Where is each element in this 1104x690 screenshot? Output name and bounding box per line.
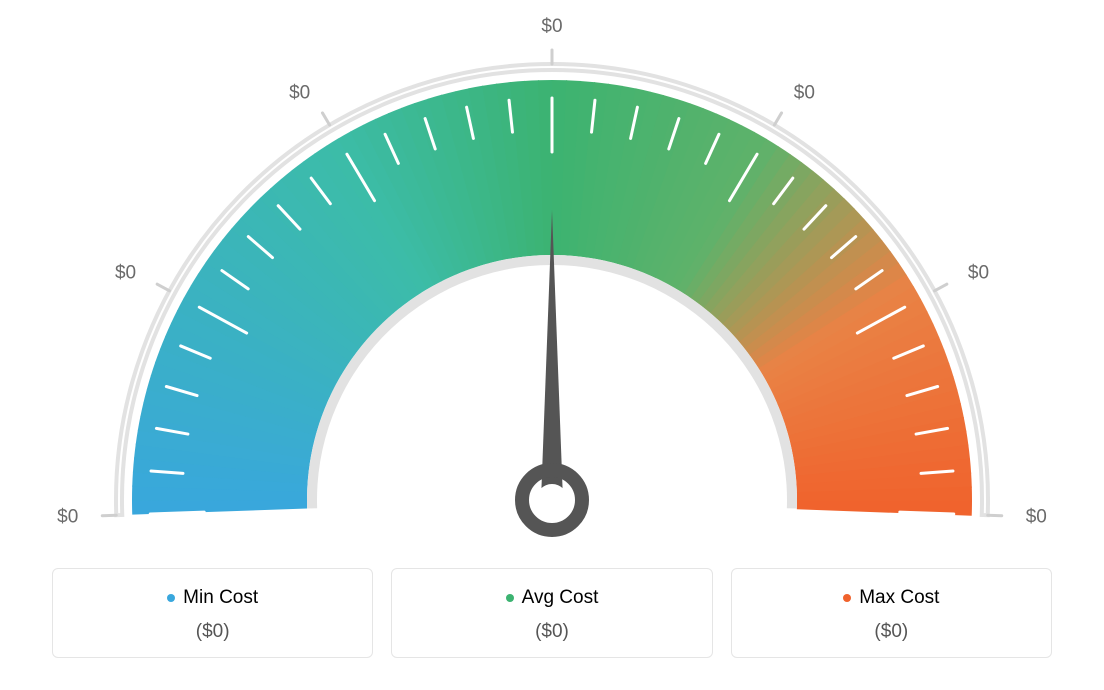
chart-container: $0 $0 $0 $0 $0 $0 $0 Min Cost ($0) Avg Cost ($… [0, 0, 1104, 690]
legend-label-max: Max Cost [859, 587, 939, 609]
legend-title-min: Min Cost [167, 587, 258, 609]
svg-text:$0: $0 [1026, 507, 1047, 528]
svg-text:$0: $0 [57, 507, 78, 528]
svg-text:$0: $0 [794, 82, 815, 103]
svg-text:$0: $0 [115, 263, 136, 284]
legend-value-min: ($0) [63, 621, 362, 643]
legend-card-min: Min Cost ($0) [52, 568, 373, 658]
legend-label-avg: Avg Cost [522, 587, 599, 609]
legend-label-min: Min Cost [183, 587, 258, 609]
legend-card-max: Max Cost ($0) [731, 568, 1052, 658]
legend-title-avg: Avg Cost [506, 587, 599, 609]
legend-row: Min Cost ($0) Avg Cost ($0) Max Cost ($0… [0, 568, 1104, 658]
legend-dot-max [843, 594, 851, 602]
svg-text:$0: $0 [541, 16, 562, 37]
svg-text:$0: $0 [289, 82, 310, 103]
legend-card-avg: Avg Cost ($0) [391, 568, 712, 658]
legend-title-max: Max Cost [843, 587, 939, 609]
legend-value-avg: ($0) [402, 621, 701, 643]
legend-value-max: ($0) [742, 621, 1041, 643]
gauge-svg: $0 $0 $0 $0 $0 $0 $0 [0, 0, 1104, 560]
gauge-area: $0 $0 $0 $0 $0 $0 $0 [0, 0, 1104, 560]
svg-text:$0: $0 [968, 263, 989, 284]
legend-dot-avg [506, 594, 514, 602]
legend-dot-min [167, 594, 175, 602]
